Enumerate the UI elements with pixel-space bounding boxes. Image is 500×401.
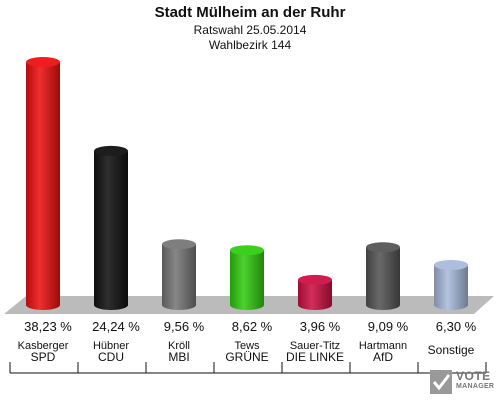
value-label-spd: 38,23 % <box>24 319 72 334</box>
party-label-mbi: MBI <box>168 350 189 364</box>
vote-manager-logo: VOTE MANAGER <box>428 366 498 398</box>
party-label-afd: AfD <box>373 350 393 364</box>
bar-afd <box>366 242 400 310</box>
logo-check-icon <box>430 370 452 394</box>
district-label: Wahlbezirk 144 <box>208 38 292 52</box>
candidate-label-spd: Kasberger <box>18 340 69 352</box>
bar-body-die-linke <box>298 279 332 310</box>
bar-die-linke <box>298 274 332 310</box>
bar-cdu <box>94 145 128 310</box>
bar-top-gr-ne <box>230 245 264 256</box>
logo-text-manager: MANAGER <box>456 383 495 390</box>
chart-subtitle: Ratswahl 25.05.2014 <box>193 23 307 37</box>
party-label-cdu: CDU <box>98 350 124 364</box>
bar-top-afd <box>366 242 400 253</box>
candidate-label-gr-ne: Tews <box>234 340 260 352</box>
bar-body-mbi <box>162 244 196 310</box>
bars-group <box>26 57 468 310</box>
bar-top-die-linke <box>298 274 332 285</box>
bar-spd <box>26 57 60 310</box>
chart-title: Stadt Mülheim an der Ruhr <box>154 4 346 21</box>
candidate-label-mbi: Kröll <box>168 340 190 352</box>
bar-mbi <box>162 239 196 310</box>
bar-top-mbi <box>162 239 196 250</box>
value-label-sonstige: 6,30 % <box>436 319 477 334</box>
party-label-spd: SPD <box>31 350 56 364</box>
bar-sonstige <box>434 259 468 310</box>
bar-body-afd <box>366 247 400 310</box>
bar-body-spd <box>26 62 60 310</box>
party-label-die-linke: DIE LINKE <box>286 350 344 364</box>
value-label-afd: 9,09 % <box>368 319 409 334</box>
bar-top-sonstige <box>434 259 468 270</box>
value-label-die-linke: 3,96 % <box>300 319 341 334</box>
logo-text-vote: VOTE <box>456 369 491 383</box>
value-label-mbi: 9,56 % <box>164 319 205 334</box>
party-label-sonstige: Sonstige <box>428 343 475 357</box>
bar-top-spd <box>26 57 60 67</box>
bar-body-cdu <box>94 150 128 310</box>
bar-body-sonstige <box>434 264 468 310</box>
value-label-cdu: 24,24 % <box>92 319 140 334</box>
party-label-gr-ne: GRÜNE <box>225 350 268 364</box>
bar-body-gr-ne <box>230 250 264 310</box>
candidate-label-afd: Hartmann <box>359 340 407 352</box>
bar-gr-ne <box>230 245 264 310</box>
bar-top-cdu <box>94 145 128 156</box>
value-label-gr-ne: 8,62 % <box>232 319 273 334</box>
candidate-label-cdu: Hübner <box>93 340 129 352</box>
candidate-label-die-linke: Sauer-Titz <box>290 340 340 352</box>
